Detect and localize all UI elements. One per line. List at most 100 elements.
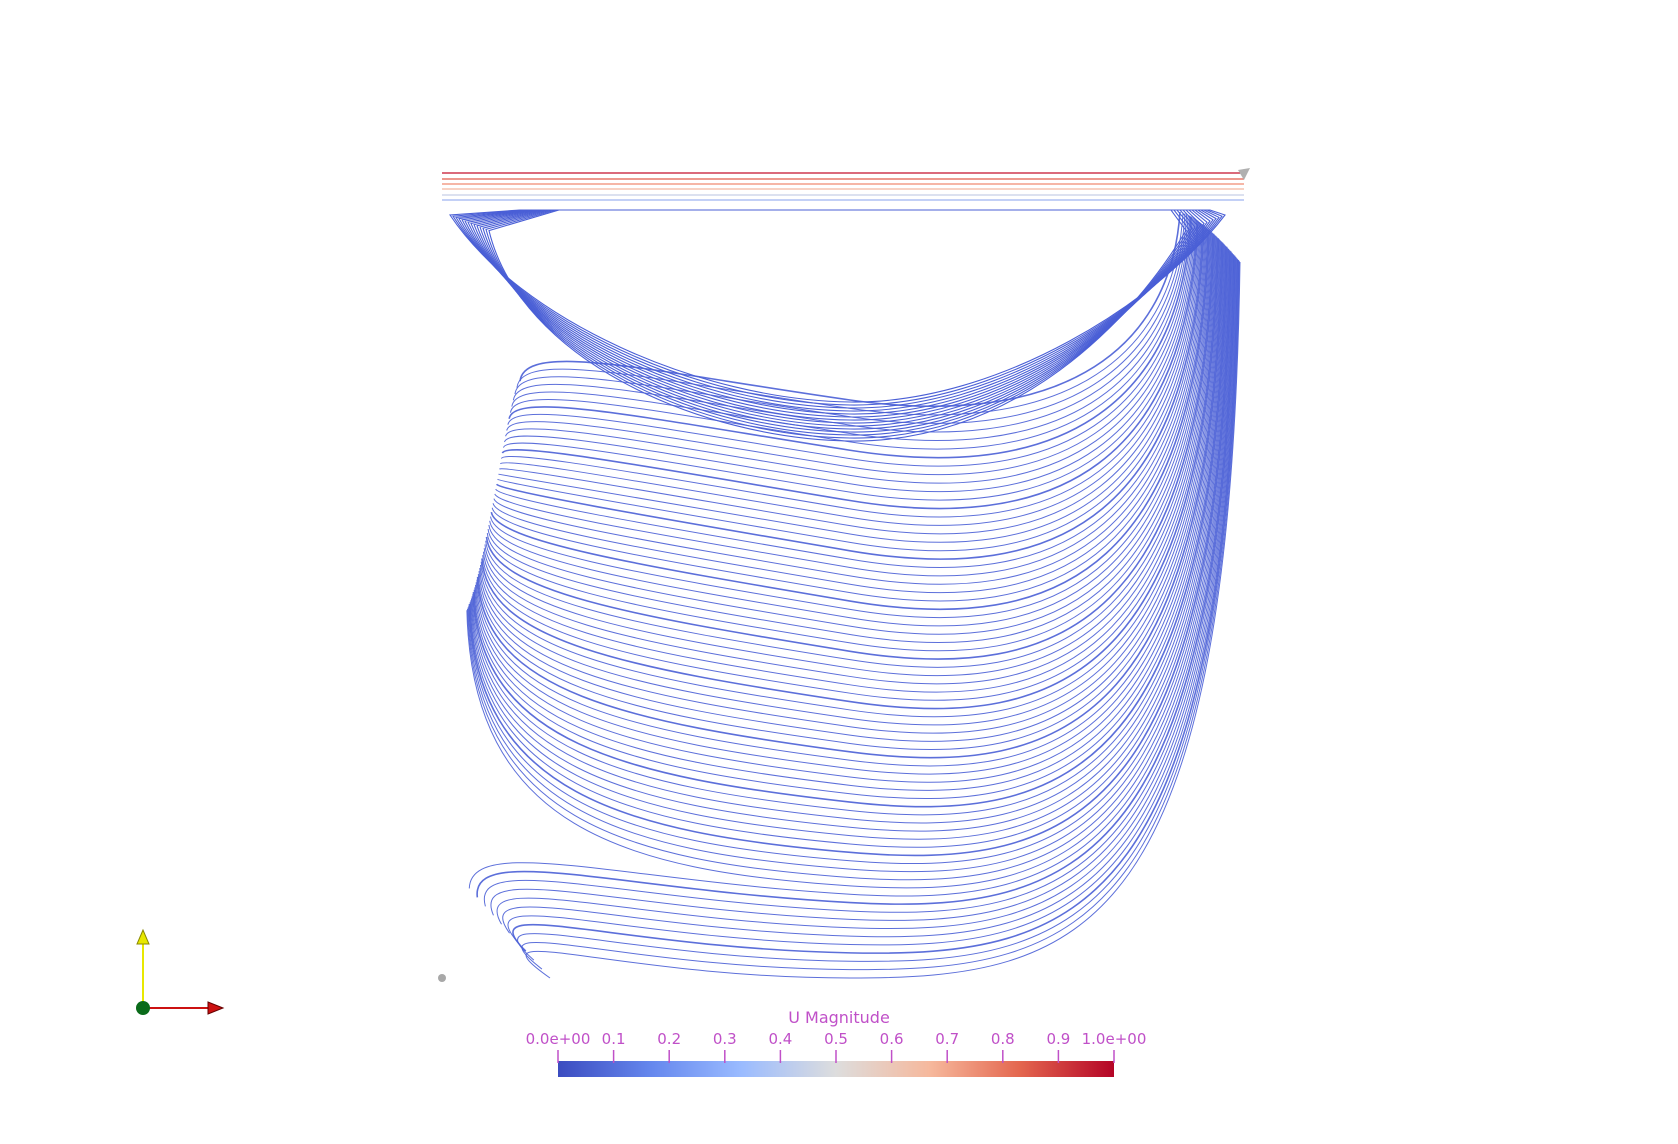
x-axis-arrow-icon xyxy=(207,1001,225,1015)
vortex-streamline xyxy=(481,238,1219,710)
vortex-streamline xyxy=(512,214,1188,433)
vortex-streamline xyxy=(512,259,1239,954)
cavity-streamline xyxy=(476,209,1199,430)
vortex-streamline xyxy=(494,226,1206,577)
vortex-streamline xyxy=(479,239,1221,726)
vortex-streamline xyxy=(506,217,1194,476)
vortex-streamline xyxy=(476,255,1236,905)
vortex-streamline xyxy=(475,244,1225,783)
vortex-streamline xyxy=(490,256,1237,921)
cavity-streamline xyxy=(461,209,1214,415)
vortex-streamline xyxy=(498,223,1203,543)
color-bar-gradient xyxy=(558,1061,1114,1077)
color-bar[interactable] xyxy=(557,1050,1115,1077)
color-bar-tick-label: 1.0e+00 xyxy=(1081,1030,1147,1048)
axes-origin-icon xyxy=(136,1001,150,1015)
cavity-streamline xyxy=(482,209,1193,436)
color-bar-tick-label: 0.6 xyxy=(879,1030,904,1048)
vortex-streamline xyxy=(475,243,1225,775)
vortex-streamline xyxy=(483,256,1236,913)
cavity-streamline xyxy=(485,209,1190,439)
vortex-streamline xyxy=(509,215,1191,450)
vortex-streamline xyxy=(467,253,1233,881)
vortex-streamline xyxy=(483,235,1217,685)
vortex-streamline xyxy=(511,214,1189,441)
cavity-streamline xyxy=(458,209,1217,412)
vortex-streamline xyxy=(517,260,1240,962)
vortex-streamline xyxy=(502,219,1198,501)
vortex-streamline xyxy=(521,261,1240,971)
color-bar-title: U Magnitude xyxy=(788,1008,890,1027)
vortex-streamline xyxy=(493,227,1207,585)
cavity-streamline xyxy=(455,209,1220,409)
vortex-streamline xyxy=(491,228,1209,602)
vortex-streamline xyxy=(482,237,1218,701)
color-bar-tick-label: 0.2 xyxy=(657,1030,682,1048)
vortex-streamline xyxy=(503,219,1197,493)
vortex-streamline xyxy=(482,236,1218,693)
vortex-streamline xyxy=(490,230,1210,619)
color-bar-tick-label: 0.5 xyxy=(824,1030,848,1048)
vortex-streamline xyxy=(489,230,1211,627)
vortex-streamline xyxy=(469,250,1231,848)
vortex-streamline xyxy=(466,254,1234,889)
vortex-streamline xyxy=(478,240,1222,742)
cavity-streamline xyxy=(488,209,1187,442)
vortex-streamline xyxy=(476,242,1224,759)
vortex-streamline xyxy=(477,241,1223,751)
vortex-streamline xyxy=(473,246,1227,799)
vortex-streamline xyxy=(467,252,1233,873)
color-bar-tick-label: 0.1 xyxy=(601,1030,626,1048)
vortex-streamline xyxy=(486,233,1214,652)
vortex-streamline xyxy=(501,220,1199,510)
vortex-streamline xyxy=(499,222,1202,535)
color-bar-tick-label: 0.3 xyxy=(712,1030,737,1048)
vortex-streamline xyxy=(495,225,1205,560)
vortex-streamline xyxy=(497,224,1203,552)
vortex-streamline xyxy=(490,229,1210,611)
vortex-streamline xyxy=(471,248,1229,824)
vortex-streamline xyxy=(502,258,1238,938)
color-bar-tick-label: 0.9 xyxy=(1046,1030,1071,1048)
color-bar-tick-label: 0.7 xyxy=(935,1030,960,1048)
vortex-streamline xyxy=(495,225,1205,569)
cavity-streamline xyxy=(470,209,1205,424)
color-bar-tick-label: 0.8 xyxy=(990,1030,1015,1048)
vortex-streamline xyxy=(492,227,1208,594)
vortex-streamline xyxy=(487,232,1213,644)
vortex-streamline xyxy=(470,248,1230,832)
color-bar-tick-label: 0.0e+00 xyxy=(525,1030,591,1048)
vortex-streamline xyxy=(508,216,1192,459)
cavity-streamline xyxy=(467,209,1208,421)
vortex-streamline xyxy=(488,231,1212,635)
vortex-streamline xyxy=(484,235,1216,677)
color-bar-tick-label: 0.4 xyxy=(768,1030,793,1048)
vortex-streamline xyxy=(507,259,1239,946)
vortex-streamline xyxy=(507,217,1193,467)
orientation-axes-widget[interactable] xyxy=(136,928,225,1015)
vortex-streamline xyxy=(514,213,1186,424)
y-axis-arrow-icon xyxy=(136,928,150,945)
vortex-streamline xyxy=(480,238,1220,718)
vortex-streamline xyxy=(496,257,1237,930)
vortex-streamline xyxy=(500,221,1200,518)
vortex-streamline xyxy=(468,251,1232,865)
vortex-streamlines xyxy=(449,209,1241,979)
vortex-streamline xyxy=(476,243,1224,767)
corner-cone-marker xyxy=(1238,168,1250,180)
lid-streamlines xyxy=(442,172,1244,201)
vortex-streamline xyxy=(470,249,1230,840)
vortex-streamline xyxy=(472,246,1228,808)
vortex-streamline xyxy=(525,261,1241,979)
vortex-streamline xyxy=(479,240,1221,734)
vortex-streamline xyxy=(474,245,1226,791)
vortex-streamline xyxy=(472,247,1228,816)
vortex-streamline xyxy=(485,234,1215,668)
vortex-streamline xyxy=(516,212,1184,416)
vortex-streamline xyxy=(499,222,1201,526)
corner-sphere-marker xyxy=(438,974,446,982)
color-bar-ticks xyxy=(557,1050,1115,1063)
vortex-streamline xyxy=(468,254,1235,897)
vortex-streamline xyxy=(505,218,1195,484)
